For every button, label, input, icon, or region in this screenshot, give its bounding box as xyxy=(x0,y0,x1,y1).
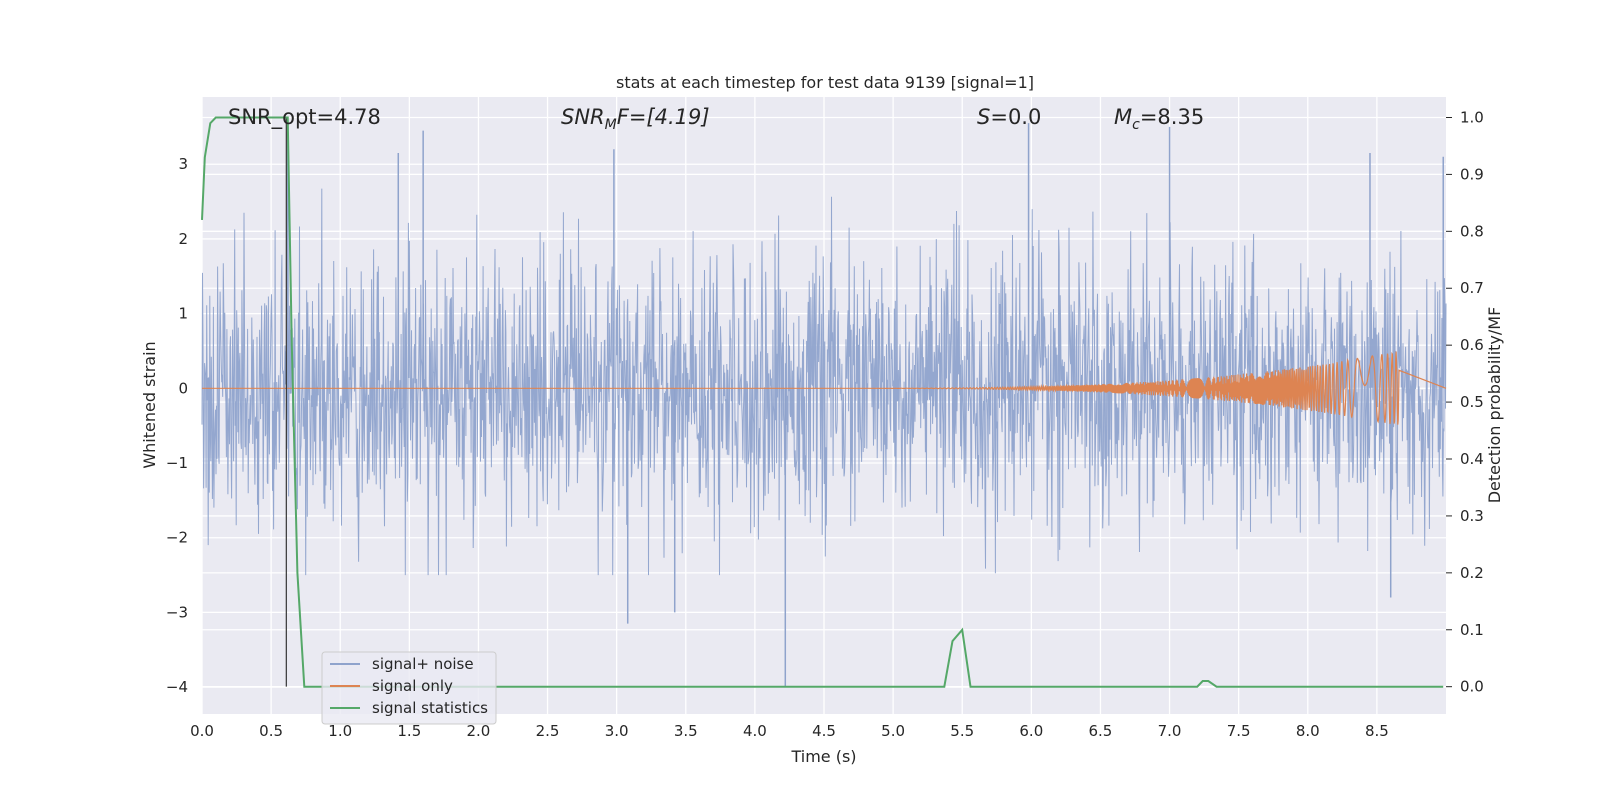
mc-annotation: Mc=8.35 xyxy=(1114,105,1204,133)
snr-mf-annotation: SNRMF=[4.19] xyxy=(561,105,710,133)
x-tick-label: 8.5 xyxy=(1365,722,1389,740)
x-tick-label: 8.0 xyxy=(1296,722,1320,740)
y2-tick-label: 1.0 xyxy=(1460,108,1484,126)
snr-mf-subscript: M xyxy=(605,117,617,133)
legend-label-signal-only: signal only xyxy=(372,677,453,695)
y2-tick-label: 0.7 xyxy=(1460,279,1484,297)
x-axis-ticks: 0.0 0.5 1.0 1.5 2.0 2.5 3.0 3.5 4.0 4.5 5.0 5.5 6.0 6… xyxy=(190,722,1389,740)
mc-label: M xyxy=(1114,105,1132,129)
y-tick-label: −2 xyxy=(166,529,188,547)
y-tick-label: 3 xyxy=(178,155,188,173)
x-tick-label: 2.5 xyxy=(536,722,560,740)
mc-value: =8.35 xyxy=(1140,105,1204,129)
s-label: S xyxy=(977,105,990,129)
x-tick-label: 0.0 xyxy=(190,722,214,740)
y2-tick-label: 0.1 xyxy=(1460,621,1484,639)
x-tick-label: 1.0 xyxy=(328,722,352,740)
mc-subscript: c xyxy=(1132,117,1140,133)
x-tick-label: 4.5 xyxy=(812,722,836,740)
x-tick-label: 3.5 xyxy=(674,722,698,740)
x-tick-label: 1.5 xyxy=(397,722,421,740)
snr-mf-label: SNR xyxy=(561,105,605,129)
x-axis-label: Time (s) xyxy=(790,747,856,766)
y2-axis-ticks: 1.0 0.9 0.8 0.7 0.6 0.5 0.4 0.3 0.2 0.1 0.0 xyxy=(1446,108,1484,696)
y2-tick-label: 0.8 xyxy=(1460,222,1484,240)
legend: signal+ noise signal only signal statist… xyxy=(321,651,497,725)
x-tick-label: 4.0 xyxy=(743,722,767,740)
y2-tick-label: 0.9 xyxy=(1460,165,1484,183)
x-tick-label: 6.5 xyxy=(1089,722,1113,740)
s-value: =0.0 xyxy=(990,105,1041,129)
y-tick-label: −4 xyxy=(166,678,188,696)
legend-label-signal-statistics: signal statistics xyxy=(372,699,488,717)
x-tick-label: 3.0 xyxy=(605,722,629,740)
series-signal-noise xyxy=(201,123,1447,688)
y2-tick-label: 0.6 xyxy=(1460,336,1484,354)
snr-mf-value: F=[4.19] xyxy=(617,105,710,129)
y-tick-label: 0 xyxy=(178,379,188,397)
y2-tick-label: 0.0 xyxy=(1460,678,1484,696)
x-tick-label: 5.0 xyxy=(881,722,905,740)
y2-axis-label: Detection probability/MF xyxy=(1485,307,1504,504)
legend-box xyxy=(321,651,497,725)
signal-trace xyxy=(202,351,1447,425)
noise-trace xyxy=(201,188,1447,576)
x-tick-label: 2.0 xyxy=(467,722,491,740)
x-tick-label: 5.5 xyxy=(950,722,974,740)
y-tick-label: 2 xyxy=(178,230,188,248)
y2-tick-label: 0.5 xyxy=(1460,393,1484,411)
x-tick-label: 0.5 xyxy=(259,722,283,740)
s-annotation: S=0.0 xyxy=(977,105,1041,129)
y-axis-ticks: 3 2 1 0 −1 −2 −3 −4 xyxy=(166,155,188,696)
y-axis-label: Whitened strain xyxy=(140,341,159,468)
y2-tick-label: 0.4 xyxy=(1460,450,1484,468)
x-tick-label: 7.0 xyxy=(1158,722,1182,740)
series-signal-only xyxy=(202,351,1447,425)
chart-title: stats at each timestep for test data 913… xyxy=(616,73,1034,92)
y-tick-label: −3 xyxy=(166,603,188,621)
y-tick-label: 1 xyxy=(178,305,188,323)
legend-label-signal-noise: signal+ noise xyxy=(372,655,474,673)
x-tick-label: 7.5 xyxy=(1227,722,1251,740)
y2-tick-label: 0.2 xyxy=(1460,564,1484,582)
x-tick-label: 6.0 xyxy=(1019,722,1043,740)
y2-tick-label: 0.3 xyxy=(1460,507,1484,525)
snr-opt-annotation: SNR_opt=4.78 xyxy=(228,105,381,130)
y-tick-label: −1 xyxy=(166,454,188,472)
